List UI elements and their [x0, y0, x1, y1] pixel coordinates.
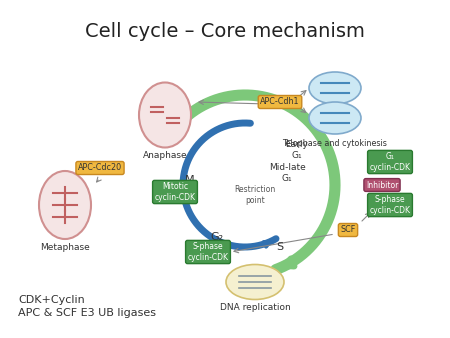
Text: G₁
cyclin-CDK: G₁ cyclin-CDK: [369, 152, 410, 172]
Text: CDK+Cyclin: CDK+Cyclin: [18, 295, 85, 305]
Text: Anaphase: Anaphase: [143, 150, 187, 160]
Text: Metaphase: Metaphase: [40, 242, 90, 251]
Text: APC-Cdh1: APC-Cdh1: [260, 97, 300, 106]
Text: SCF: SCF: [340, 225, 356, 235]
Text: M: M: [185, 175, 195, 185]
Ellipse shape: [226, 265, 284, 299]
Ellipse shape: [139, 82, 191, 147]
Text: DNA replication: DNA replication: [220, 303, 290, 312]
Text: Inhibitor: Inhibitor: [366, 180, 398, 190]
Ellipse shape: [39, 171, 91, 239]
Text: Cell cycle – Core mechanism: Cell cycle – Core mechanism: [85, 22, 365, 41]
Text: S-phase
cyclin-CDK: S-phase cyclin-CDK: [369, 195, 410, 215]
Text: S-phase
cyclin-CDK: S-phase cyclin-CDK: [188, 242, 229, 262]
Text: S: S: [276, 242, 284, 252]
Text: APC & SCF E3 UB ligases: APC & SCF E3 UB ligases: [18, 308, 156, 318]
Text: G₂: G₂: [211, 232, 224, 242]
Text: Mitotic
cyclin-CDK: Mitotic cyclin-CDK: [154, 182, 195, 202]
Ellipse shape: [309, 72, 361, 104]
Ellipse shape: [309, 102, 361, 134]
Text: Restriction
point: Restriction point: [234, 185, 275, 205]
Text: Telophase and cytokinesis: Telophase and cytokinesis: [283, 139, 387, 147]
Text: APC-Cdc20: APC-Cdc20: [78, 164, 122, 172]
Text: Mid-late
G₁: Mid-late G₁: [269, 163, 306, 183]
Text: Early
G₁: Early G₁: [286, 140, 308, 160]
